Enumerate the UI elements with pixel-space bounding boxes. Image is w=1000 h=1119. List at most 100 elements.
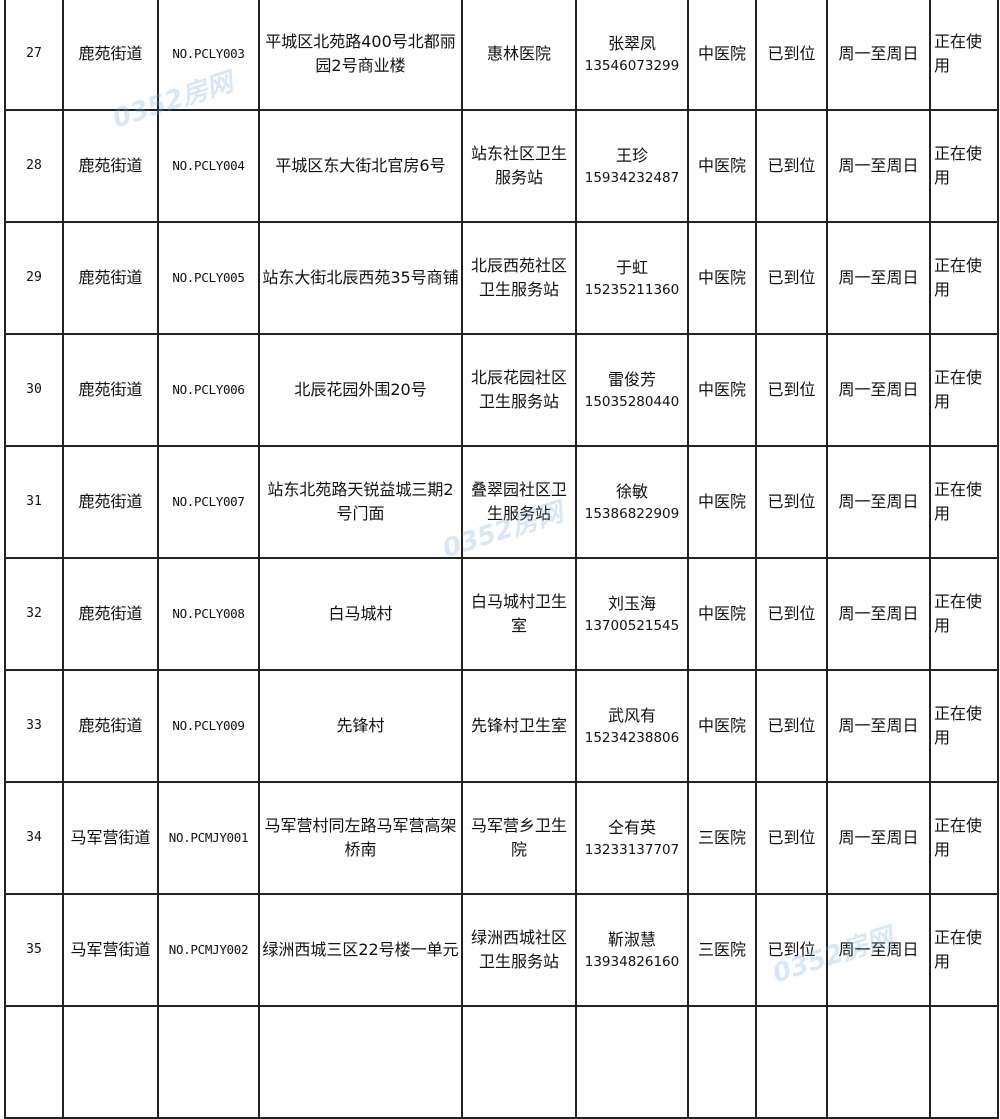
code-cell-text: NO.PCLY007	[172, 494, 245, 509]
code-cell-text: NO.PCLY003	[172, 46, 245, 61]
address-cell: 平城区北苑路400号北都丽园2号商业楼	[258, 0, 463, 111]
type-cell-text: 中医院	[697, 492, 746, 511]
phone-text: 15234238806	[584, 730, 680, 746]
street-cell: 鹿苑街道	[62, 557, 159, 671]
address-cell-text: 绿洲西城三区22号楼一单元	[262, 940, 459, 959]
street-cell-text: 鹿苑街道	[78, 156, 143, 175]
contact-cell: 武风有 15234238806	[575, 669, 689, 783]
street-cell: 马军营街道	[62, 893, 159, 1007]
type-cell: 三医院	[687, 893, 757, 1007]
table-row: 29 鹿苑街道 NO.PCLY005 站东大街北辰西苑35号商铺 北辰西苑社区卫生服务站…	[4, 221, 999, 335]
status-cell-text: 已到位	[767, 940, 816, 959]
schedule-cell-text: 周一至周日	[838, 940, 919, 959]
use-status-cell-text: 正在使用	[934, 368, 983, 411]
hospital-cell-text: 北辰花园社区卫生服务站	[470, 368, 567, 411]
use-status-cell: 正在使用	[929, 221, 999, 335]
status-cell: 已到位	[755, 221, 828, 335]
table-body: 27 鹿苑街道 NO.PCLY003 平城区北苑路400号北都丽园2号商业楼 惠林医院 张…	[4, 0, 999, 1119]
status-cell: 已到位	[755, 333, 828, 447]
row-number-text: 29	[26, 270, 42, 285]
hospital-cell-text: 惠林医院	[486, 44, 551, 63]
hospital-cell: 北辰花园社区卫生服务站	[461, 333, 577, 447]
code-cell: NO.PCLY007	[157, 445, 260, 559]
contact-cell-text: 武风有	[607, 706, 656, 725]
code-cell: NO.PCLY004	[157, 109, 260, 223]
phone-text: 13233137707	[584, 842, 680, 858]
phone-text: 15235211360	[584, 282, 680, 298]
contact-cell-text: 于虹	[615, 258, 648, 277]
contact-cell: 于虹 15235211360	[575, 221, 689, 335]
type-cell: 中医院	[687, 445, 757, 559]
hospital-cell-text: 先锋村卫生室	[470, 716, 567, 735]
type-cell-text: 中医院	[697, 156, 746, 175]
address-cell: 平城区东大街北官房6号	[258, 109, 463, 223]
phone-text: 15386822909	[584, 506, 680, 522]
empty-cell	[461, 1005, 577, 1119]
street-cell: 鹿苑街道	[62, 669, 159, 783]
status-cell-text: 已到位	[767, 268, 816, 287]
status-cell-text: 已到位	[767, 492, 816, 511]
street-cell: 鹿苑街道	[62, 445, 159, 559]
row-number-text: 31	[26, 494, 42, 509]
table-row: 34 马军营街道 NO.PCMJY001 马军营村同左路马军营高架桥南 马军营乡卫生院仝…	[4, 781, 999, 895]
street-cell-text: 马军营街道	[70, 828, 151, 847]
status-cell: 已到位	[755, 781, 828, 895]
type-cell-text: 中医院	[697, 604, 746, 623]
street-cell: 鹿苑街道	[62, 221, 159, 335]
schedule-cell-text: 周一至周日	[838, 716, 919, 735]
schedule-cell-text: 周一至周日	[838, 156, 919, 175]
code-cell-text: NO.PCLY004	[172, 158, 245, 173]
table-row: 35 马军营街道 NO.PCMJY002 绿洲西城三区22号楼一单元 绿洲西城社区卫生服…	[4, 893, 999, 1007]
use-status-cell-text: 正在使用	[934, 704, 983, 747]
empty-cell	[258, 1005, 463, 1119]
type-cell: 三医院	[687, 781, 757, 895]
table-row: 31 鹿苑街道 NO.PCLY007 站东北苑路天锐益城三期2号门面 叠翠园社区卫生服务…	[4, 445, 999, 559]
code-cell: NO.PCLY005	[157, 221, 260, 335]
contact-cell-text: 靳淑慧	[607, 930, 656, 949]
street-cell: 鹿苑街道	[62, 0, 159, 111]
schedule-cell-text: 周一至周日	[838, 44, 919, 63]
code-cell: NO.PCLY003	[157, 0, 260, 111]
empty-cell	[157, 1005, 260, 1119]
data-table: 27 鹿苑街道 NO.PCLY003 平城区北苑路400号北都丽园2号商业楼 惠林医院 张…	[4, 0, 999, 1119]
street-cell-text: 马军营街道	[70, 940, 151, 959]
use-status-cell-text: 正在使用	[934, 592, 983, 635]
hospital-cell-text: 马军营乡卫生院	[470, 816, 567, 859]
phone-text: 13934826160	[584, 954, 680, 970]
schedule-cell: 周一至周日	[826, 109, 931, 223]
row-number: 27	[4, 0, 64, 111]
empty-cell	[4, 1005, 64, 1119]
address-cell: 马军营村同左路马军营高架桥南	[258, 781, 463, 895]
street-cell: 鹿苑街道	[62, 109, 159, 223]
row-number-text: 27	[26, 46, 42, 61]
table-row-partial	[4, 1005, 999, 1119]
street-cell: 鹿苑街道	[62, 333, 159, 447]
contact-cell: 刘玉海 13700521545	[575, 557, 689, 671]
type-cell-text: 三医院	[697, 828, 746, 847]
address-cell-text: 白马城村	[328, 604, 393, 623]
contact-cell: 张翠凤 13546073299	[575, 0, 689, 111]
row-number: 32	[4, 557, 64, 671]
schedule-cell-text: 周一至周日	[838, 604, 919, 623]
use-status-cell: 正在使用	[929, 669, 999, 783]
hospital-cell: 惠林医院	[461, 0, 577, 111]
type-cell: 中医院	[687, 557, 757, 671]
empty-cell	[929, 1005, 999, 1119]
empty-cell	[755, 1005, 828, 1119]
contact-cell: 靳淑慧 13934826160	[575, 893, 689, 1007]
code-cell: NO.PCMJY002	[157, 893, 260, 1007]
code-cell: NO.PCLY008	[157, 557, 260, 671]
schedule-cell: 周一至周日	[826, 893, 931, 1007]
row-number-text: 28	[26, 158, 42, 173]
use-status-cell: 正在使用	[929, 0, 999, 111]
schedule-cell-text: 周一至周日	[838, 268, 919, 287]
code-cell-text: NO.PCLY005	[172, 270, 245, 285]
type-cell-text: 中医院	[697, 268, 746, 287]
contact-cell-text: 雷俊芳	[607, 370, 656, 389]
row-number-text: 32	[26, 606, 42, 621]
table-row: 28 鹿苑街道 NO.PCLY004 平城区东大街北官房6号 站东社区卫生服务站 王珍 15…	[4, 109, 999, 223]
hospital-cell: 白马城村卫生室	[461, 557, 577, 671]
row-number: 31	[4, 445, 64, 559]
use-status-cell-text: 正在使用	[934, 256, 983, 299]
schedule-cell: 周一至周日	[826, 333, 931, 447]
